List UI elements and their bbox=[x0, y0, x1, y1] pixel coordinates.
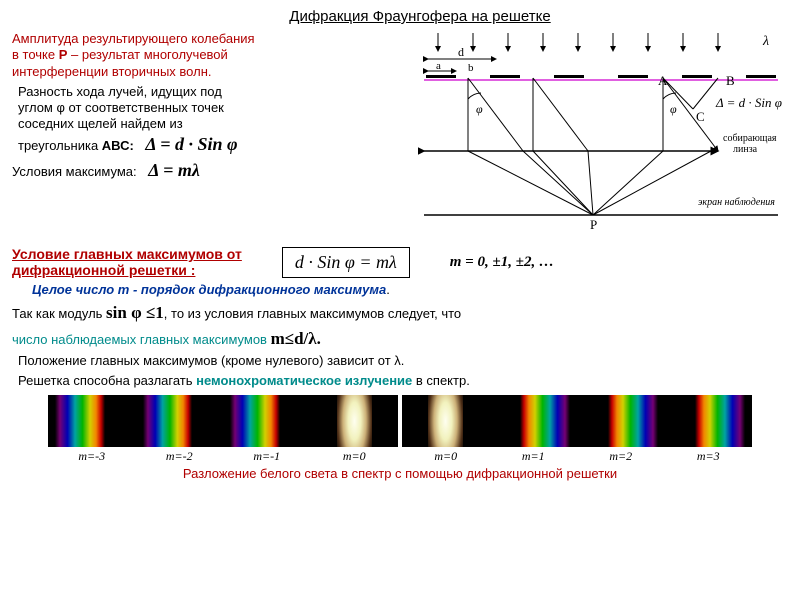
a-label: a bbox=[436, 60, 441, 72]
page-title: Дифракция Фраунгофера на решетке bbox=[12, 8, 788, 25]
cond-max-label: Условия максимума: bbox=[12, 164, 137, 179]
intro-para: Амплитуда результирующего колебания в то… bbox=[12, 31, 410, 80]
main-max-row: Условие главных максимумов от дифракцион… bbox=[12, 246, 788, 278]
top-row: Амплитуда результирующего колебания в то… bbox=[12, 29, 788, 242]
m-labels-row: m=-3 m=-2 m=-1 m=0 m=0 m=1 m=2 m=3 bbox=[12, 449, 788, 464]
lambda-label: λ bbox=[762, 34, 769, 49]
spectrum-left bbox=[48, 395, 398, 447]
pos-line: Положение главных максимумов (кроме нуле… bbox=[12, 353, 788, 369]
pd-l4b: АВС: bbox=[102, 138, 134, 153]
pd-l1: Разность хода лучей, идущих под bbox=[18, 84, 222, 99]
lens-l1: собирающая bbox=[723, 133, 777, 144]
ml-1: m=-2 bbox=[136, 449, 224, 464]
mr-1: m=1 bbox=[490, 449, 578, 464]
pd-l4a: треугольника bbox=[18, 138, 102, 153]
box-formula: d · Sin φ = mλ bbox=[282, 247, 410, 278]
pd-l2: углом φ от соответственных точек bbox=[18, 100, 224, 115]
P-label: P bbox=[590, 217, 597, 232]
intro-l3: интерференции вторичных волн. bbox=[12, 64, 212, 79]
mm-l1: Условие главных максимумов от bbox=[12, 246, 242, 262]
count-b: m≤d/λ. bbox=[271, 329, 321, 348]
lens-l2: линза bbox=[733, 144, 758, 155]
order-line: Целое число m - порядок дифракционного м… bbox=[12, 282, 788, 298]
spec-c: в спектр. bbox=[412, 373, 470, 388]
spectrum-line: Решетка способна разлагать немонохромати… bbox=[12, 373, 788, 389]
C-label: C bbox=[696, 109, 705, 124]
cond-max-row: Условия максимума: Δ = mλ bbox=[12, 159, 410, 182]
diagram-column: λ d a b A B C bbox=[418, 29, 788, 242]
screen-label: экран наблюдения bbox=[698, 197, 775, 208]
formula-delta: Δ = d · Sin φ bbox=[145, 133, 237, 156]
phi1: φ bbox=[476, 102, 483, 116]
sin-a: Так как модуль bbox=[12, 306, 106, 321]
ml-3: m=0 bbox=[311, 449, 399, 464]
order-a: Целое число m - порядок дифракционного м… bbox=[32, 282, 386, 297]
sin-c: , то из условия главных максимумов следу… bbox=[164, 306, 461, 321]
phi2: φ bbox=[670, 102, 677, 116]
left-column: Амплитуда результирующего колебания в то… bbox=[12, 29, 410, 242]
order-dot: . bbox=[386, 282, 390, 297]
pathdiff-para: Разность хода лучей, идущих под углом φ … bbox=[12, 84, 410, 155]
formula-mlambda: Δ = mλ bbox=[148, 159, 200, 182]
spectrum-right bbox=[402, 395, 752, 447]
grating-diagram: λ d a b A B C bbox=[418, 29, 788, 239]
sin-b: sin φ ≤1 bbox=[106, 303, 164, 322]
sin-line: Так как модуль sin φ ≤1, то из условия г… bbox=[12, 302, 788, 323]
mm-l2: дифракционной решетки : bbox=[12, 262, 195, 278]
intro-l1: Амплитуда результирующего колебания bbox=[12, 31, 255, 46]
intro-l2a: в точке bbox=[12, 47, 59, 62]
main-max-label: Условие главных максимумов от дифракцион… bbox=[12, 246, 242, 278]
mr-0: m=0 bbox=[402, 449, 490, 464]
spec-a: Решетка способна разлагать bbox=[18, 373, 196, 388]
mr-3: m=3 bbox=[665, 449, 753, 464]
count-a: число наблюдаемых главных максимумов bbox=[12, 332, 271, 347]
B-label: B bbox=[726, 73, 735, 88]
delta-eq: Δ = d · Sin φ bbox=[715, 95, 782, 110]
mr-2: m=2 bbox=[577, 449, 665, 464]
spec-b: немонохроматическое излучение bbox=[196, 373, 412, 388]
ml-2: m=-1 bbox=[223, 449, 311, 464]
m-values: m = 0, ±1, ±2, … bbox=[450, 254, 554, 271]
caption: Разложение белого света в спектр с помощ… bbox=[12, 466, 788, 482]
m-labels-right: m=0 m=1 m=2 m=3 bbox=[402, 449, 752, 464]
pd-l3: соседних щелей найдем из bbox=[18, 116, 183, 131]
count-line: число наблюдаемых главных максимумов m≤d… bbox=[12, 328, 788, 349]
b-label: b bbox=[468, 62, 474, 74]
ml-0: m=-3 bbox=[48, 449, 136, 464]
m-labels-left: m=-3 m=-2 m=-1 m=0 bbox=[48, 449, 398, 464]
spectrum-row bbox=[12, 395, 788, 447]
intro-l2c: – результат многолучевой bbox=[67, 47, 227, 62]
d-label: d bbox=[458, 45, 464, 59]
